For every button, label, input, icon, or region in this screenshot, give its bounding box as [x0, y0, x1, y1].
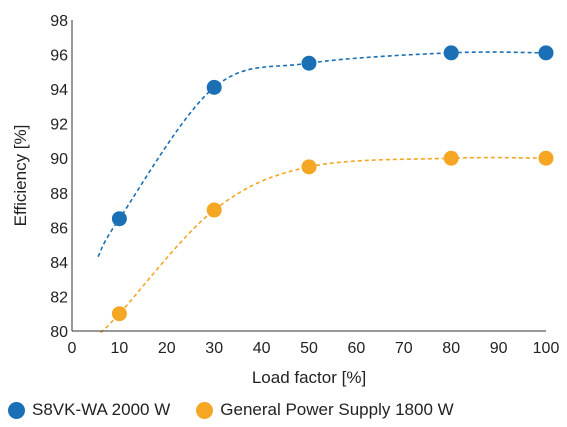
y-tick-label: 98 [50, 13, 68, 30]
legend: S8VK-WA 2000 W General Power Supply 1800… [8, 400, 480, 420]
legend-marker [8, 401, 25, 419]
x-tick-label: 70 [395, 340, 413, 357]
data-point-series-0 [301, 55, 317, 71]
axes [71, 20, 546, 332]
x-tick-label: 30 [205, 340, 223, 357]
data-point-series-0 [443, 45, 459, 61]
y-tick-label: 86 [50, 220, 68, 237]
y-tick-labels: 80 82 84 86 88 90 92 94 96 98 [50, 13, 68, 341]
efficiency-chart: 0 10 20 30 40 50 60 70 80 90 100 80 82 84 86 88 90 92 94 9… [11, 13, 560, 387]
data-point-series-0 [538, 45, 554, 61]
x-tick-label: 60 [348, 340, 366, 357]
x-tick-label: 80 [442, 340, 460, 357]
data-point-series-1 [111, 306, 127, 322]
x-axis-label: Load factor [%] [252, 368, 366, 387]
y-tick-label: 92 [50, 117, 68, 134]
data-point-series-1 [538, 150, 554, 166]
legend-label: S8VK-WA 2000 W [32, 400, 171, 419]
legend-marker [196, 401, 214, 419]
y-tick-label: 96 [50, 48, 68, 65]
data-point-series-0 [206, 79, 222, 95]
data-point-series-1 [301, 159, 317, 175]
x-tick-label: 10 [111, 340, 129, 357]
legend-item-s8vk: S8VK-WA 2000 W [8, 400, 170, 420]
trendline-layer [97, 51, 547, 334]
x-tick-label: 90 [490, 340, 508, 357]
trendline-series-0 [97, 51, 547, 258]
x-tick-label: 0 [68, 340, 77, 357]
x-tick-labels: 0 10 20 30 40 50 60 70 80 90 100 [68, 340, 560, 357]
y-tick-label: 88 [50, 186, 68, 203]
data-points [111, 45, 554, 322]
y-tick-label: 84 [50, 255, 68, 272]
y-tick-label: 94 [50, 82, 68, 99]
data-point-series-0 [111, 211, 127, 227]
data-point-series-1 [443, 150, 459, 166]
trendline-series-1 [99, 156, 547, 334]
x-tick-label: 100 [533, 340, 560, 357]
x-tick-label: 20 [158, 340, 176, 357]
y-axis-label: Efficiency [%] [11, 125, 30, 227]
x-tick-label: 50 [300, 340, 318, 357]
data-point-series-1 [206, 202, 222, 218]
y-tick-label: 82 [50, 289, 68, 306]
x-tick-label: 40 [253, 340, 271, 357]
y-tick-label: 90 [50, 151, 68, 168]
legend-item-general: General Power Supply 1800 W [196, 400, 454, 420]
legend-label: General Power Supply 1800 W [220, 400, 454, 419]
y-tick-label: 80 [50, 324, 68, 341]
